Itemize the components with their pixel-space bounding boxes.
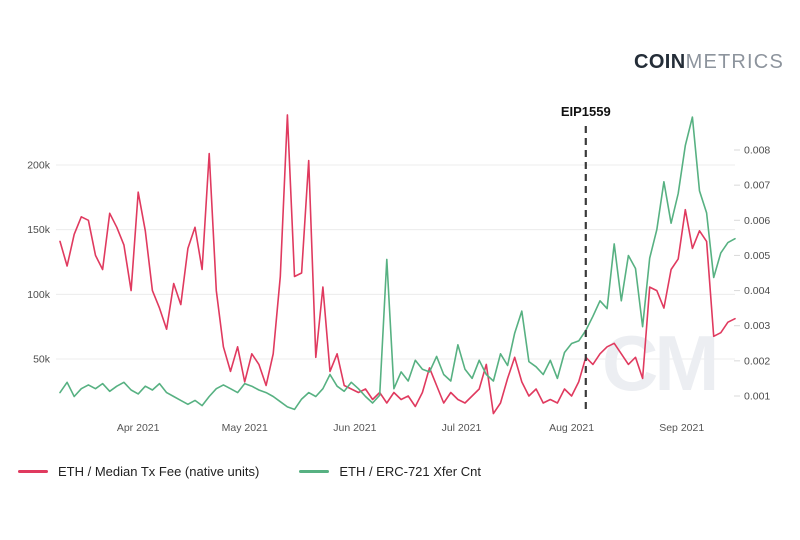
chart-legend: ETH / Median Tx Fee (native units) ETH / … [18,464,481,479]
fee-line-series [59,114,736,415]
right-axis-tick-label: 0.001 [744,391,770,403]
x-axis-month-label: Apr 2021 [117,422,160,434]
coinmetrics-logo: COINMETRICS [634,52,784,72]
right-axis-tick-label: 0.008 [744,145,770,157]
legend-swatch-icon [299,469,330,474]
coinmetrics-watermark: CM [602,319,715,407]
x-axis-month-label: Jul 2021 [442,422,482,434]
right-axis-tick-label: 0.007 [744,180,770,192]
left-axis-tick-label: 150k [27,224,51,236]
line-chart-plot: 50k 100k 150k 200k 0.001 0.002 0.003 0.004 0.005… [27,104,770,434]
x-axis-month-label: Sep 2021 [659,422,704,434]
legend-label: ETH / ERC-721 Xfer Cnt [339,464,481,479]
right-axis-tick-label: 0.002 [744,355,770,367]
right-axis-tick-label: 0.005 [744,250,770,262]
x-axis-month-label: Aug 2021 [549,422,594,434]
eip1559-label: EIP1559 [561,104,611,119]
legend-item-erc721-xfer-cnt: ETH / ERC-721 Xfer Cnt [299,464,481,479]
xfer-line-series [59,116,736,411]
right-axis-tick-label: 0.004 [744,285,770,297]
left-axis-tick-label: 50k [33,354,51,366]
legend-swatch-icon [18,469,48,474]
x-axis-month-label: Jun 2021 [333,422,376,434]
legend-item-median-tx-fee: ETH / Median Tx Fee (native units) [18,464,259,479]
logo-metrics: METRICS [685,51,784,73]
left-axis-tick-label: 200k [27,160,51,172]
right-axis-tick-label: 0.006 [744,215,770,227]
left-axis-tick-label: 100k [27,289,51,301]
right-axis-tick-label: 0.003 [744,320,770,332]
logo-coin: COIN [633,51,686,73]
legend-label: ETH / Median Tx Fee (native units) [58,464,260,479]
x-axis-month-label: May 2021 [222,422,268,434]
